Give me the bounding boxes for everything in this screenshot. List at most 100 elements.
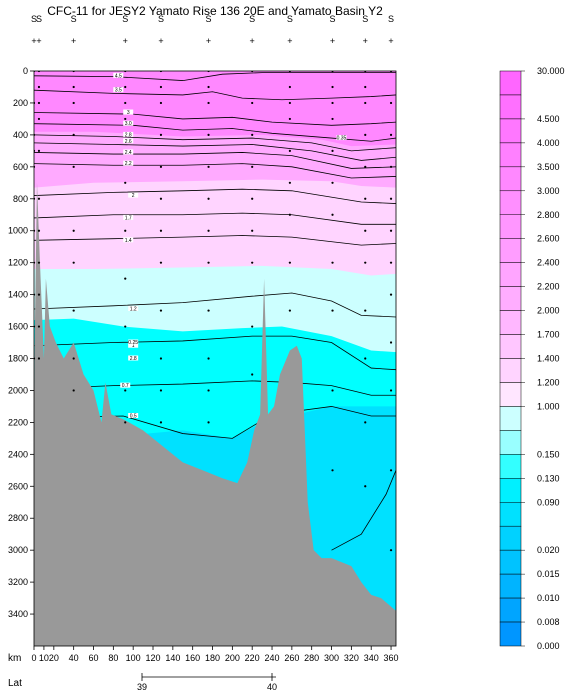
contour-label: 2.6: [125, 139, 132, 145]
sample-point: [288, 261, 291, 264]
lat-tick-label: 39: [137, 682, 147, 692]
y-tick-label: 2200: [8, 417, 28, 427]
x-tick-label: 200: [225, 653, 240, 663]
sample-point: [331, 261, 334, 264]
sample-point: [251, 101, 254, 105]
contour-label: 0.5: [130, 414, 137, 420]
sample-point: [331, 309, 334, 312]
contour-label-bg: [123, 138, 134, 144]
sample-point: [207, 261, 210, 264]
station-marker: +: [123, 36, 128, 46]
sample-point: [251, 165, 254, 168]
sample-point: [364, 485, 367, 488]
x-unit-label: km: [8, 653, 21, 664]
station-label: S: [122, 14, 128, 24]
x-tick-label: 40: [69, 653, 79, 663]
contour-label-bg: [123, 109, 134, 115]
station-label: S: [362, 14, 368, 24]
colorbar-swatch: [499, 478, 522, 503]
y-tick-label: 1200: [8, 258, 28, 268]
station-label: S: [36, 14, 42, 24]
sample-point: [288, 85, 291, 89]
x-tick-label: 240: [265, 653, 280, 663]
sample-point: [159, 165, 163, 168]
lat-axis-label: Lat: [8, 678, 22, 689]
contour-label: 0.7: [122, 383, 129, 389]
sample-point: [331, 213, 334, 216]
y-tick-label: 1800: [8, 354, 28, 364]
colorbar-label: 1.700: [537, 330, 560, 340]
colorbar-label: 0.015: [537, 569, 560, 579]
sample-point: [159, 357, 163, 360]
sample-point: [288, 149, 291, 152]
station-label: S: [330, 14, 336, 24]
colorbar-swatch: [499, 166, 522, 192]
contour-label-bg: [128, 192, 139, 198]
colorbar-swatch: [499, 334, 522, 359]
colorbar-label: 0.130: [537, 473, 560, 483]
sample-point: [124, 229, 127, 232]
sample-point: [37, 101, 41, 105]
sample-point: [124, 277, 127, 280]
sample-point: [364, 261, 367, 264]
sample-point: [124, 389, 127, 392]
colorbar-label: 2.400: [537, 258, 560, 268]
y-tick-label: 800: [13, 194, 28, 204]
sample-point: [207, 85, 210, 89]
colorbar-swatch: [499, 454, 522, 479]
station-label: S: [206, 14, 212, 24]
sample-point: [288, 309, 291, 312]
sample-point: [331, 85, 334, 89]
x-tick-label: 260: [284, 653, 299, 663]
contour-label: 3: [127, 110, 130, 116]
sample-point: [288, 117, 291, 121]
y-tick-label: 1600: [8, 322, 28, 332]
sample-point: [124, 421, 127, 424]
x-tick-label: 180: [205, 653, 220, 663]
colorbar-swatch: [499, 502, 522, 527]
colorbar-label: 30.000: [537, 66, 565, 76]
colorbar-swatch: [499, 190, 522, 216]
station-marker: +: [36, 36, 41, 46]
sample-point: [364, 101, 367, 105]
sample-point: [72, 133, 75, 136]
y-tick-label: 2000: [8, 385, 28, 395]
sample-point: [251, 229, 254, 232]
colorbar-swatch: [499, 310, 522, 335]
colorbar-label: 2.000: [537, 306, 560, 316]
station-marker: +: [206, 36, 211, 46]
contour-label: 2.8: [125, 132, 132, 138]
colorbar-swatch: [499, 214, 522, 239]
sample-point: [72, 357, 75, 360]
contour-label-bg: [123, 149, 134, 155]
x-tick-label: 60: [88, 653, 98, 663]
sample-point: [159, 133, 163, 136]
x-tick-label: 20: [49, 653, 59, 663]
colorbar-label: 0.090: [537, 497, 560, 507]
contour-line-11: [34, 235, 396, 246]
contour-line-15: [34, 406, 396, 439]
contour-label: 2.8: [130, 356, 137, 362]
colorbar-swatch: [499, 430, 522, 455]
sample-point: [389, 197, 393, 200]
contour-label-bg: [123, 214, 134, 220]
sample-point: [124, 325, 127, 328]
sample-point: [72, 309, 75, 312]
colorbar-swatch: [499, 621, 522, 647]
sample-point: [364, 309, 367, 312]
sample-point: [364, 421, 367, 424]
station-marker: +: [388, 36, 393, 46]
sample-point: [389, 165, 393, 168]
contour-label-bg: [113, 72, 124, 78]
colorbar-swatch: [499, 525, 522, 551]
plot-area: 4.53.533.02.82.62.42.221.71.41.210.70.50…: [34, 71, 396, 646]
x-tick-label: 360: [384, 653, 399, 663]
contour-label-bg: [113, 87, 124, 93]
sample-point: [72, 229, 75, 232]
lat-tick-label: 40: [267, 682, 277, 692]
y-tick-label: 3400: [8, 609, 28, 619]
y-tick-label: 3200: [8, 577, 28, 587]
colorbar-label: 3.500: [537, 162, 560, 172]
topography: [34, 182, 396, 646]
